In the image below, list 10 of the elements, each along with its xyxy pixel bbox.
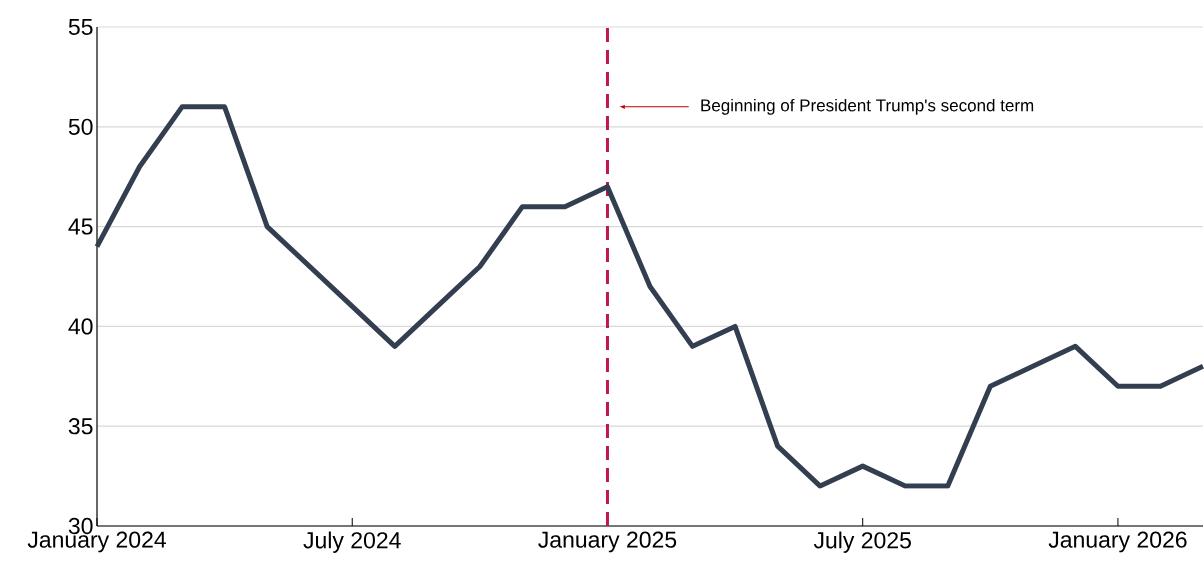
y-tick-label: 35 [68,418,93,435]
y-tick-label: 50 [68,118,93,135]
y-tick-label: 45 [68,218,93,235]
y-tick-label: 40 [68,318,93,335]
x-tick-label: January 2026 [1048,531,1187,553]
x-tick-label: July 2025 [813,531,911,553]
x-tick-label: July 2024 [303,531,401,553]
y-tick-label: 55 [68,18,93,36]
x-tick-label: January 2025 [538,531,677,553]
annotation: Beginning of President Trump's second term [701,98,1034,115]
